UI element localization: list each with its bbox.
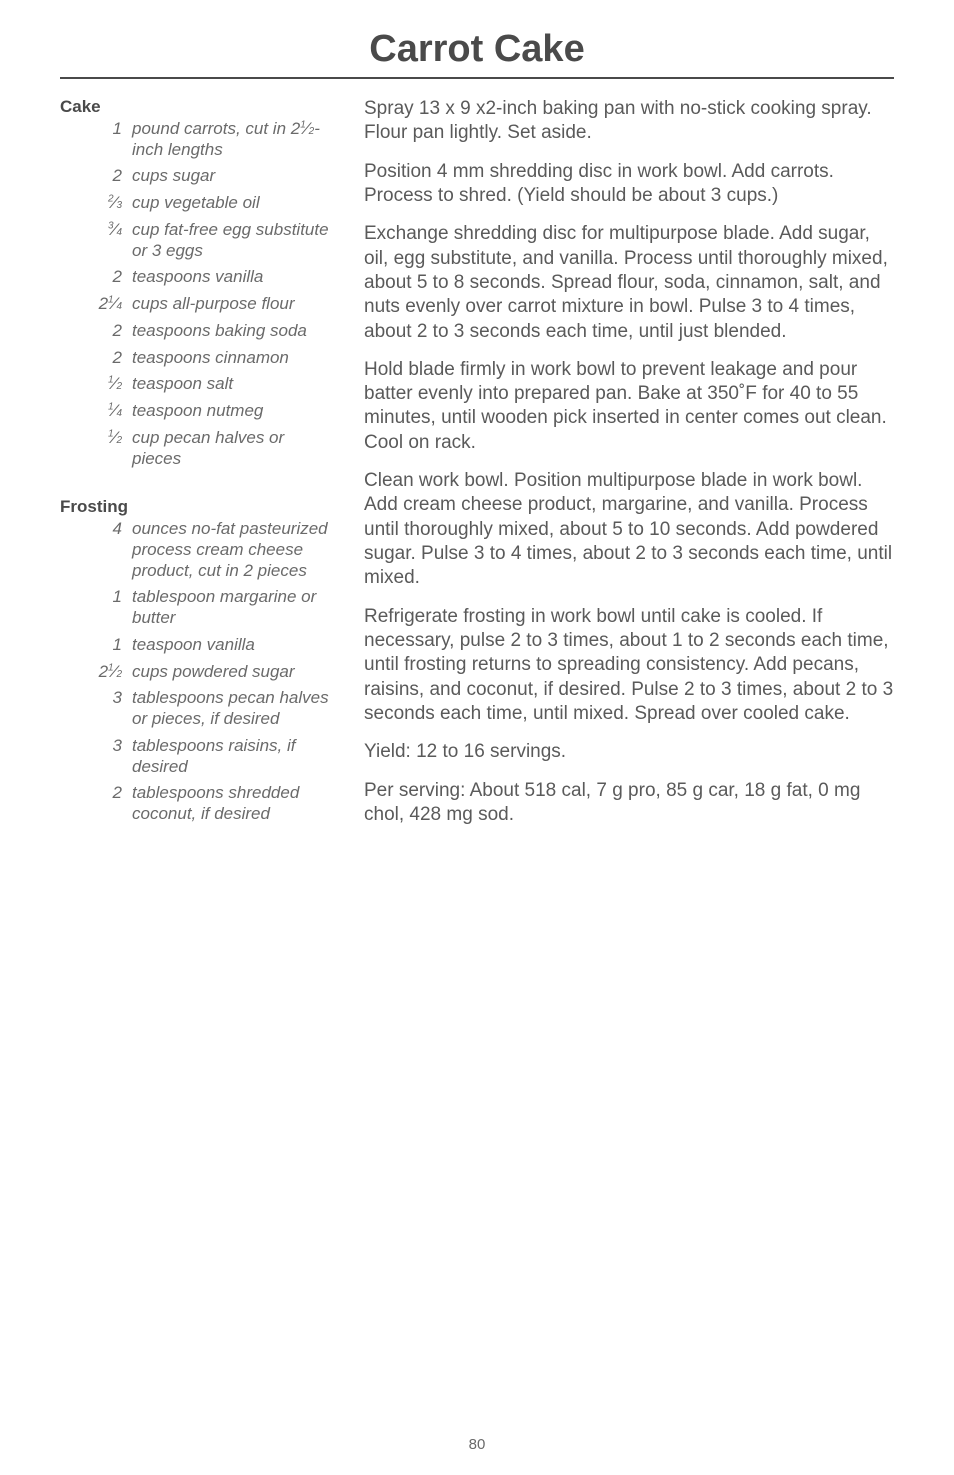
ingredient-item: tablespoons raisins, if desired xyxy=(132,736,338,777)
ingredient-qty: 4 xyxy=(60,519,132,581)
instruction-paragraph: Per serving: About 518 cal, 7 g pro, 85 … xyxy=(364,779,894,828)
cake-ingredient-row: 2teaspoons cinnamon xyxy=(60,348,338,369)
instruction-paragraph: Exchange shredding disc for multipurpose… xyxy=(364,222,894,344)
frosting-ingredient-row: 3tablespoons raisins, if desired xyxy=(60,736,338,777)
title-rule xyxy=(60,77,894,79)
cake-ingredient-row: 3⁄4cup fat-free egg substitute or 3 eggs xyxy=(60,220,338,261)
ingredient-qty: 3⁄4 xyxy=(60,220,132,261)
instruction-paragraph: Refrigerate frosting in work bowl until … xyxy=(364,605,894,727)
ingredient-item: pound carrots, cut in 21⁄2-inch lengths xyxy=(132,119,338,160)
ingredient-item: tablespoon margarine or butter xyxy=(132,587,338,628)
ingredient-qty: 2 xyxy=(60,267,132,288)
ingredient-qty: 2 xyxy=(60,783,132,824)
ingredient-qty: 1⁄2 xyxy=(60,374,132,395)
ingredient-item: cup vegetable oil xyxy=(132,193,338,214)
ingredient-item: teaspoon vanilla xyxy=(132,635,338,656)
frosting-ingredient-row: 4ounces no-fat pasteurized process cream… xyxy=(60,519,338,581)
ingredient-item: cups all-purpose flour xyxy=(132,294,338,315)
frosting-ingredient-row: 3tablespoons pecan halves or pieces, if … xyxy=(60,688,338,729)
cake-ingredient-row: 1⁄4teaspoon nutmeg xyxy=(60,401,338,422)
ingredient-qty: 1 xyxy=(60,587,132,628)
ingredient-qty: 21⁄4 xyxy=(60,294,132,315)
ingredient-qty: 2 xyxy=(60,166,132,187)
ingredient-qty: 2⁄3 xyxy=(60,193,132,214)
ingredient-item: tablespoons shredded coconut, if desired xyxy=(132,783,338,824)
ingredient-qty: 3 xyxy=(60,688,132,729)
ingredient-item: cup pecan halves or pieces xyxy=(132,428,338,469)
cake-ingredient-row: 2cups sugar xyxy=(60,166,338,187)
ingredient-item: ounces no-fat pasteurized process cream … xyxy=(132,519,338,581)
ingredient-qty: 1 xyxy=(60,635,132,656)
frosting-heading: Frosting xyxy=(60,497,338,517)
cake-ingredient-row: 1⁄2cup pecan halves or pieces xyxy=(60,428,338,469)
cake-heading: Cake xyxy=(60,97,338,117)
cake-ingredient-row: 21⁄4cups all-purpose flour xyxy=(60,294,338,315)
cake-ingredient-row: 2teaspoons vanilla xyxy=(60,267,338,288)
frosting-ingredient-row: 21⁄2cups powdered sugar xyxy=(60,662,338,683)
instructions-column: Spray 13 x 9 x2-inch baking pan with no-… xyxy=(364,97,894,841)
instruction-paragraph: Clean work bowl. Position multipurpose b… xyxy=(364,469,894,591)
cake-ingredient-row: 2⁄3cup vegetable oil xyxy=(60,193,338,214)
content-columns: Cake 1pound carrots, cut in 21⁄2-inch le… xyxy=(60,97,894,841)
ingredient-item: cups powdered sugar xyxy=(132,662,338,683)
ingredient-qty: 1 xyxy=(60,119,132,160)
instruction-paragraph: Spray 13 x 9 x2-inch baking pan with no-… xyxy=(364,97,894,146)
ingredients-column: Cake 1pound carrots, cut in 21⁄2-inch le… xyxy=(60,97,338,841)
ingredient-item: teaspoon salt xyxy=(132,374,338,395)
ingredient-item: teaspoons vanilla xyxy=(132,267,338,288)
ingredient-item: teaspoons baking soda xyxy=(132,321,338,342)
ingredient-qty: 3 xyxy=(60,736,132,777)
instruction-paragraph: Hold blade firmly in work bowl to preven… xyxy=(364,358,894,455)
frosting-ingredient-row: 2tablespoons shredded coconut, if desire… xyxy=(60,783,338,824)
ingredient-qty: 2 xyxy=(60,348,132,369)
instruction-paragraph: Yield: 12 to 16 servings. xyxy=(364,740,894,764)
cake-ingredient-row: 1⁄2teaspoon salt xyxy=(60,374,338,395)
recipe-title: Carrot Cake xyxy=(60,28,894,77)
ingredient-qty: 1⁄2 xyxy=(60,428,132,469)
frosting-ingredient-row: 1teaspoon vanilla xyxy=(60,635,338,656)
ingredient-qty: 1⁄4 xyxy=(60,401,132,422)
ingredient-item: cup fat-free egg substitute or 3 eggs xyxy=(132,220,338,261)
ingredient-item: teaspoon nutmeg xyxy=(132,401,338,422)
ingredient-item: tablespoons pecan halves or pieces, if d… xyxy=(132,688,338,729)
instruction-paragraph: Position 4 mm shredding disc in work bow… xyxy=(364,160,894,209)
cake-ingredients: 1pound carrots, cut in 21⁄2-inch lengths… xyxy=(60,119,338,469)
frosting-ingredients: 4ounces no-fat pasteurized process cream… xyxy=(60,519,338,825)
cake-ingredient-row: 1pound carrots, cut in 21⁄2-inch lengths xyxy=(60,119,338,160)
cake-ingredient-row: 2teaspoons baking soda xyxy=(60,321,338,342)
frosting-ingredient-row: 1tablespoon margarine or butter xyxy=(60,587,338,628)
ingredient-qty: 2 xyxy=(60,321,132,342)
ingredient-item: cups sugar xyxy=(132,166,338,187)
ingredient-item: teaspoons cinnamon xyxy=(132,348,338,369)
page-number: 80 xyxy=(0,1436,954,1453)
ingredient-qty: 21⁄2 xyxy=(60,662,132,683)
